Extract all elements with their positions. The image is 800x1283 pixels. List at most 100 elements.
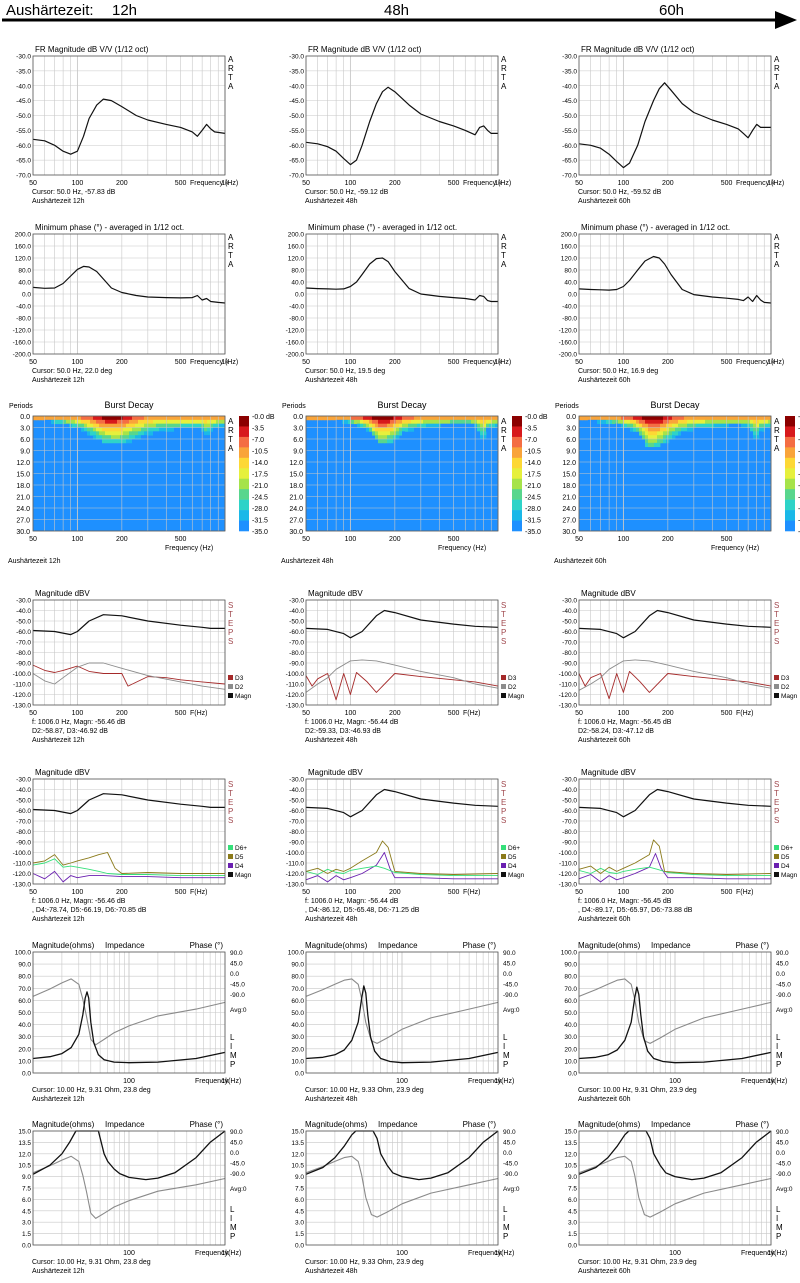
heatmap-cell xyxy=(141,423,145,428)
heatmap-cell xyxy=(744,419,748,425)
y-tick-label: -30.0 xyxy=(289,54,304,61)
heatmap-cell xyxy=(150,423,154,428)
colorbar-tick-label: -7.0 xyxy=(525,437,537,444)
legend-label: D3 xyxy=(781,675,790,682)
heatmap-cell xyxy=(621,423,625,428)
y-tick-label: 80.0 xyxy=(18,268,31,275)
legend-swatch xyxy=(774,684,779,689)
heatmap-cell xyxy=(486,427,490,432)
heatmap-cell xyxy=(720,416,724,421)
y-tick-label: 15.0 xyxy=(289,472,303,479)
cursor-readout: Cursor: 10.00 Hz, 9.33 Ohm, 23.9 deg xyxy=(305,1259,424,1266)
heatmap-cell xyxy=(702,419,706,425)
x-tick-label: 500 xyxy=(175,359,187,366)
heatmap-cell xyxy=(123,431,127,436)
heatmap-cell xyxy=(690,419,694,425)
plot-frame xyxy=(32,233,226,355)
heatmap-cell xyxy=(480,416,484,421)
y-tick-label: -35.0 xyxy=(16,68,31,75)
heatmap-cell xyxy=(105,427,109,432)
x-tick-label: 50 xyxy=(29,536,37,543)
steps-letter: T xyxy=(228,789,233,798)
heatmap-cell xyxy=(489,416,493,421)
limp-letter: L xyxy=(776,1205,781,1214)
heatmap-cell xyxy=(705,416,709,421)
y-tick-label: -30.0 xyxy=(562,54,577,61)
chart-title: Minimum phase (°) - averaged in 1/12 oct… xyxy=(308,223,457,232)
limp-letter: I xyxy=(230,1042,232,1051)
y-tick-label: -80.0 xyxy=(289,650,304,657)
heatmap-cell xyxy=(735,416,739,421)
heatmap-cell xyxy=(402,431,406,436)
heatmap-cell xyxy=(411,423,415,428)
heatmap-cell xyxy=(75,423,79,428)
heatmap-cell xyxy=(738,423,742,428)
y-tick-label: 3.0 xyxy=(22,1220,31,1227)
colorbar-tick-label: -10.5 xyxy=(525,449,541,456)
plot-frame xyxy=(32,778,226,885)
heatmap-cell xyxy=(126,419,130,425)
y2-tick-label: 45.0 xyxy=(230,961,243,968)
heatmap-cell xyxy=(192,423,196,428)
steps-letter: P xyxy=(774,628,779,637)
heatmap-cell xyxy=(186,423,190,428)
heatmap-cell xyxy=(333,416,337,421)
heatmap-cell xyxy=(156,419,160,425)
x-axis-label: F(Hz) xyxy=(463,710,481,717)
cursor-readout-2: , D4:-86.12, D5:-65.48, D6:-71.25 dB xyxy=(305,907,420,914)
heatmap-cell xyxy=(84,431,88,436)
y-tick-label: -60.0 xyxy=(562,143,577,150)
steps-letter: S xyxy=(774,601,779,610)
heatmap-cell xyxy=(57,419,61,425)
heatmap-cell xyxy=(114,439,118,444)
heatmap-cell xyxy=(75,419,79,425)
legend-swatch xyxy=(501,693,506,698)
heatmap-cell xyxy=(708,416,712,421)
colorbar-tick-label: -31.5 xyxy=(798,518,800,525)
x-tick-label: 100 xyxy=(396,1078,408,1085)
heatmap-cell xyxy=(753,416,757,421)
y-tick-label: -60.0 xyxy=(16,629,31,636)
heatmap-cell xyxy=(663,423,667,428)
heatmap-cell xyxy=(681,419,685,425)
heatmap-cell xyxy=(705,427,709,432)
legend-swatch xyxy=(774,845,779,850)
heatmap-cell xyxy=(138,416,142,421)
x-tick-label: 200 xyxy=(662,536,674,543)
x-tick-label: 500 xyxy=(175,889,187,896)
heatmap-cell xyxy=(711,419,715,425)
avg-label: Avg:0 xyxy=(776,1186,793,1193)
heatmap-cell xyxy=(204,419,208,425)
heatmap-cell xyxy=(372,431,376,436)
heatmap-cell xyxy=(147,416,151,421)
y-tick-label: 160.0 xyxy=(15,244,32,251)
y-tick-label: 12.0 xyxy=(18,1151,31,1158)
y-tick-label: 10.5 xyxy=(18,1163,31,1170)
heatmap-cell xyxy=(762,416,766,421)
heatmap-cell xyxy=(729,419,733,425)
heatmap-cell xyxy=(81,427,85,432)
heatmap-cell xyxy=(81,416,85,421)
arta-letter: R xyxy=(774,242,780,251)
heatmap-cell xyxy=(756,439,760,444)
heatmap-cell xyxy=(618,416,622,421)
cursor-readout: f: 1006.0 Hz, Magn: -56.46 dB xyxy=(32,719,126,726)
x-tick-label: 100 xyxy=(345,889,357,896)
steps-letter: T xyxy=(228,610,233,619)
heatmap-cell xyxy=(147,431,151,436)
heatmap-cell xyxy=(456,419,460,425)
heatmap-cell xyxy=(579,416,583,421)
heatmap-cell xyxy=(168,423,172,428)
y-tick-label: 120.0 xyxy=(15,256,32,263)
plot-frame xyxy=(32,55,226,176)
limp-letter: I xyxy=(503,1214,505,1223)
colorbar-tick-label: -7.0 xyxy=(798,437,800,444)
heatmap-cell xyxy=(480,435,484,440)
heatmap-cell xyxy=(672,427,676,432)
y-tick-label: -120.0 xyxy=(559,871,578,878)
arta-letter: R xyxy=(228,242,234,251)
heatmap-cell xyxy=(696,427,700,432)
heatmap-cell xyxy=(474,423,478,428)
heatmap-cell xyxy=(117,435,121,440)
y-tick-label: 12.0 xyxy=(562,460,576,467)
